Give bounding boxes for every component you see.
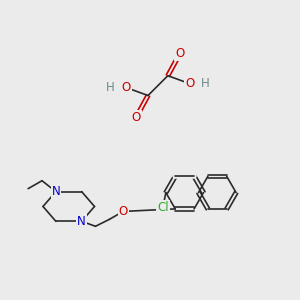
Text: O: O <box>131 111 141 124</box>
Text: N: N <box>52 185 60 198</box>
Text: Cl: Cl <box>157 201 169 214</box>
Text: O: O <box>175 47 184 60</box>
Text: H: H <box>106 81 115 94</box>
Text: H: H <box>201 77 210 90</box>
Text: O: O <box>122 81 131 94</box>
Text: O: O <box>118 205 128 218</box>
Text: O: O <box>185 77 194 90</box>
Text: N: N <box>77 215 86 228</box>
